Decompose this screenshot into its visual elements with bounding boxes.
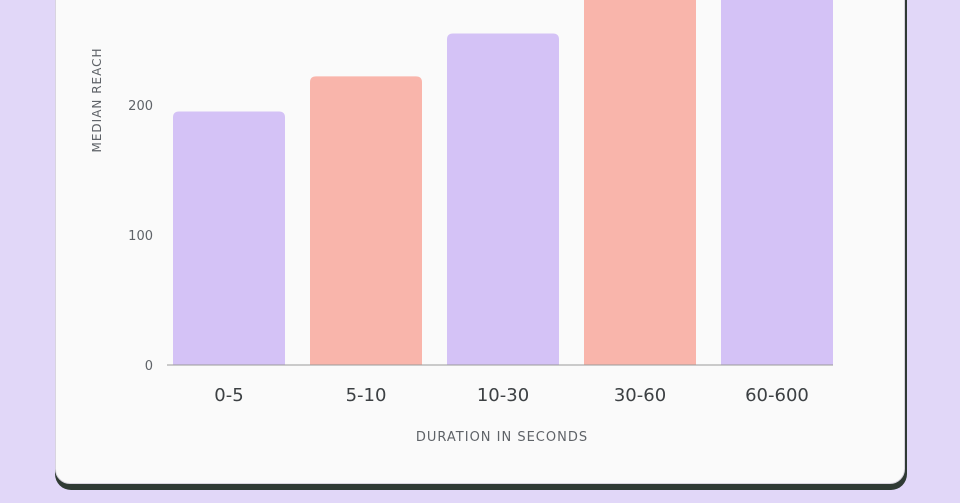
y-ticks: 0 100 200	[128, 99, 153, 374]
x-tick-label: 30-60	[614, 385, 666, 406]
x-ticks: 0-5 5-10 10-30 30-60 60-600	[214, 385, 809, 406]
bar-60-600	[721, 0, 833, 365]
bar-10-30	[447, 33, 559, 365]
bar-5-10	[310, 76, 422, 366]
y-tick-label: 100	[128, 229, 153, 244]
x-tick-label: 5-10	[346, 385, 387, 406]
x-axis-title: DURATION IN SECONDS	[416, 430, 588, 445]
bar-0-5	[173, 111, 285, 365]
bars-group	[173, 0, 833, 366]
x-tick-label: 60-600	[745, 385, 809, 406]
bar-30-60	[584, 0, 696, 365]
y-tick-label: 200	[128, 99, 153, 114]
x-tick-label: 0-5	[214, 385, 243, 406]
y-axis-title: MEDIAN REACH	[90, 47, 104, 152]
x-tick-label: 10-30	[477, 385, 529, 406]
y-tick-label: 0	[145, 359, 153, 374]
